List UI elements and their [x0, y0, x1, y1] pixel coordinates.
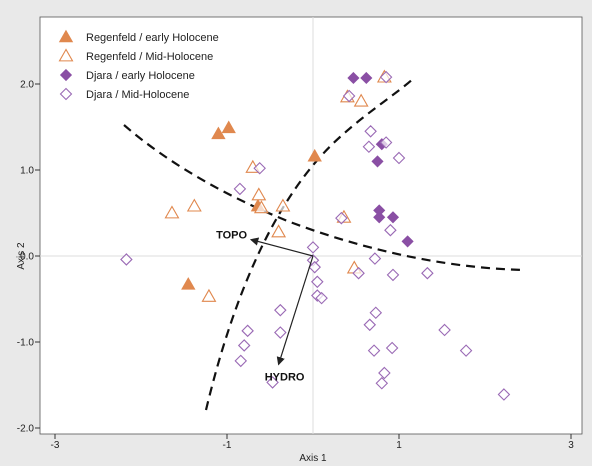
data-point — [497, 388, 511, 401]
data-point — [386, 211, 400, 224]
data-point — [306, 241, 320, 254]
data-point — [373, 211, 386, 224]
data-point — [438, 323, 451, 337]
series-2 — [347, 71, 414, 248]
vector-topo — [249, 237, 314, 257]
series-3 — [120, 70, 511, 401]
data-point — [271, 224, 287, 238]
data-point — [237, 339, 251, 352]
data-point — [371, 155, 384, 168]
data-point — [364, 125, 377, 138]
legend-marker — [59, 68, 73, 82]
data-point — [308, 260, 321, 274]
legend-label: Regenfeld / early Holocene — [86, 32, 219, 44]
legend-marker — [58, 48, 74, 62]
data-point — [335, 211, 348, 225]
data-point — [378, 366, 391, 380]
data-point — [274, 303, 287, 317]
data-point — [315, 291, 328, 305]
data-point — [352, 266, 365, 280]
x-axis: -3 -1 1 3 — [51, 434, 574, 451]
vector-label-topo: TOPO — [216, 230, 247, 242]
y-tick-label: 2.0 — [20, 80, 34, 91]
dashed-curves — [123, 77, 526, 411]
legend-item: Djara / Mid-Holocene — [59, 87, 189, 101]
y-axis: -2.0 -1.0 0.0 1.0 2.0 — [17, 80, 40, 435]
data-point — [274, 326, 287, 339]
x-tick-label: -1 — [223, 440, 232, 451]
data-point — [368, 252, 382, 265]
data-point — [392, 151, 406, 165]
y-tick-label: -2.0 — [17, 424, 35, 435]
data-point — [266, 376, 279, 389]
data-point — [164, 205, 180, 219]
data-point — [253, 162, 266, 175]
data-point — [181, 277, 196, 290]
legend-label: Regenfeld / Mid-Holocene — [86, 51, 213, 63]
y-tick-label: 0.0 — [20, 252, 34, 263]
data-point — [311, 275, 324, 289]
vector-hydro — [276, 255, 314, 366]
dashed-curve-vertical — [204, 77, 415, 411]
data-point — [375, 377, 389, 390]
legend-item: Djara / early Holocene — [59, 68, 195, 82]
data-point — [120, 253, 133, 266]
y-tick-label: 1.0 — [20, 166, 34, 177]
legend-marker — [59, 87, 73, 101]
data-point — [421, 266, 434, 280]
data-point — [379, 70, 393, 84]
dashed-curve-horizontal — [123, 124, 526, 272]
data-point — [384, 223, 397, 237]
data-point — [186, 198, 202, 212]
data-point — [385, 341, 399, 355]
data-point — [347, 71, 360, 85]
data-point — [353, 93, 369, 107]
legend-item: Regenfeld / Mid-Holocene — [58, 48, 213, 63]
legend-marker — [58, 29, 74, 43]
legend-item: Regenfeld / early Holocene — [58, 29, 219, 44]
y-tick-label: -1.0 — [17, 338, 35, 349]
data-point — [459, 344, 473, 357]
data-point — [221, 120, 236, 134]
data-point — [241, 324, 254, 338]
x-tick-label: -3 — [51, 440, 60, 451]
data-point — [307, 148, 322, 162]
x-tick-label: 1 — [396, 440, 402, 451]
data-point — [342, 89, 356, 103]
data-point — [234, 354, 248, 368]
data-point — [360, 71, 373, 85]
data-point — [363, 318, 377, 332]
data-point — [362, 140, 376, 154]
data-point — [253, 200, 269, 214]
data-points — [120, 69, 511, 401]
biplot-vectors: TOPO HYDRO — [216, 230, 314, 383]
x-tick-label: 3 — [568, 440, 574, 451]
data-point — [251, 187, 267, 201]
legend-label: Djara / early Holocene — [86, 70, 195, 82]
y-axis-title: Axis 2 — [16, 242, 27, 270]
data-point — [367, 344, 381, 357]
data-point — [386, 268, 400, 282]
legend: Regenfeld / early Holocene Regenfeld / Mi… — [58, 29, 219, 101]
vector-label-hydro: HYDRO — [265, 371, 305, 383]
plot-area — [39, 16, 583, 435]
x-axis-title: Axis 1 — [299, 453, 327, 464]
data-point — [401, 235, 414, 248]
data-point — [379, 136, 393, 149]
data-point — [369, 306, 383, 320]
legend-label: Djara / Mid-Holocene — [86, 89, 189, 101]
data-point — [201, 288, 217, 302]
data-point — [275, 198, 291, 212]
data-point — [233, 182, 247, 196]
